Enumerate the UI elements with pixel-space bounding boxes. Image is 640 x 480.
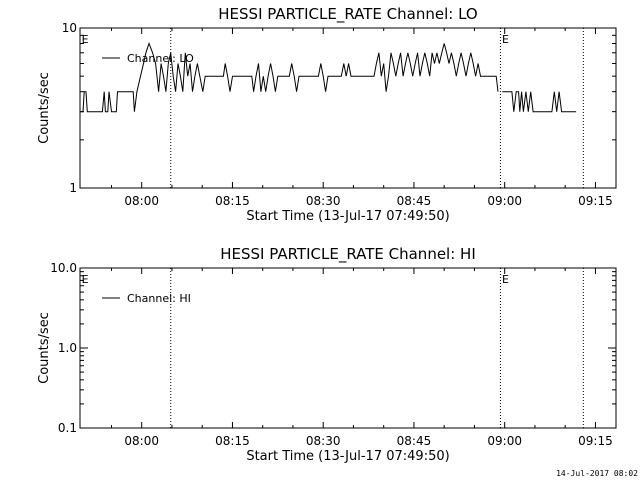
panel2-eclipse-marker: E bbox=[502, 273, 509, 286]
panel2-x-axis-label: Start Time (13-Jul-17 07:49:50) bbox=[246, 449, 449, 464]
panel1-x-tick-label: 09:00 bbox=[487, 194, 522, 208]
panel2-y-tick-label: 0.1 bbox=[58, 421, 77, 435]
panel1-chart-title: HESSI PARTICLE_RATE Channel: LO bbox=[218, 5, 477, 24]
panel1-eclipse-marker: E bbox=[82, 33, 89, 46]
panel1-x-tick-label: 08:45 bbox=[397, 194, 432, 208]
panel1-y-axis-label: Counts/sec bbox=[37, 72, 52, 144]
panel2-x-tick-label: 08:30 bbox=[306, 434, 341, 448]
panel1-x-tick-label: 08:30 bbox=[306, 194, 341, 208]
panel2-legend-entry: Channel: HI bbox=[127, 292, 191, 305]
panel1-y-tick-label: 10 bbox=[62, 21, 77, 35]
panel2-chart-title: HESSI PARTICLE_RATE Channel: HI bbox=[220, 245, 476, 264]
panel1-x-tick-label: 08:15 bbox=[215, 194, 250, 208]
panel1-legend-entry: Channel: LO bbox=[127, 52, 194, 65]
panel1-series-line bbox=[502, 91, 577, 113]
panel2-x-tick-label: 09:15 bbox=[578, 434, 613, 448]
panel2-x-tick-label: 08:45 bbox=[397, 434, 432, 448]
panel2-y-tick-label: 1.0 bbox=[58, 341, 77, 355]
panel1-eclipse-marker: E bbox=[502, 33, 509, 46]
panel2-x-tick-label: 08:15 bbox=[215, 434, 250, 448]
panel2-eclipse-marker: E bbox=[82, 273, 89, 286]
panel2-y-tick-label: 10.0 bbox=[50, 261, 77, 275]
generation-timestamp: 14-Jul-2017 08:02 bbox=[556, 469, 638, 478]
panel2-x-tick-label: 08:00 bbox=[124, 434, 159, 448]
panel1-x-tick-label: 09:15 bbox=[578, 194, 613, 208]
panel1-plot-frame bbox=[79, 27, 617, 189]
panel1-y-tick-label: 1 bbox=[69, 181, 77, 195]
panel2-y-axis-label: Counts/sec bbox=[37, 312, 52, 384]
panel1-series-line bbox=[80, 42, 499, 113]
panel1-x-axis-label: Start Time (13-Jul-17 07:49:50) bbox=[246, 209, 449, 224]
panel1-x-tick-label: 08:00 bbox=[124, 194, 159, 208]
panel2-x-tick-label: 09:00 bbox=[487, 434, 522, 448]
